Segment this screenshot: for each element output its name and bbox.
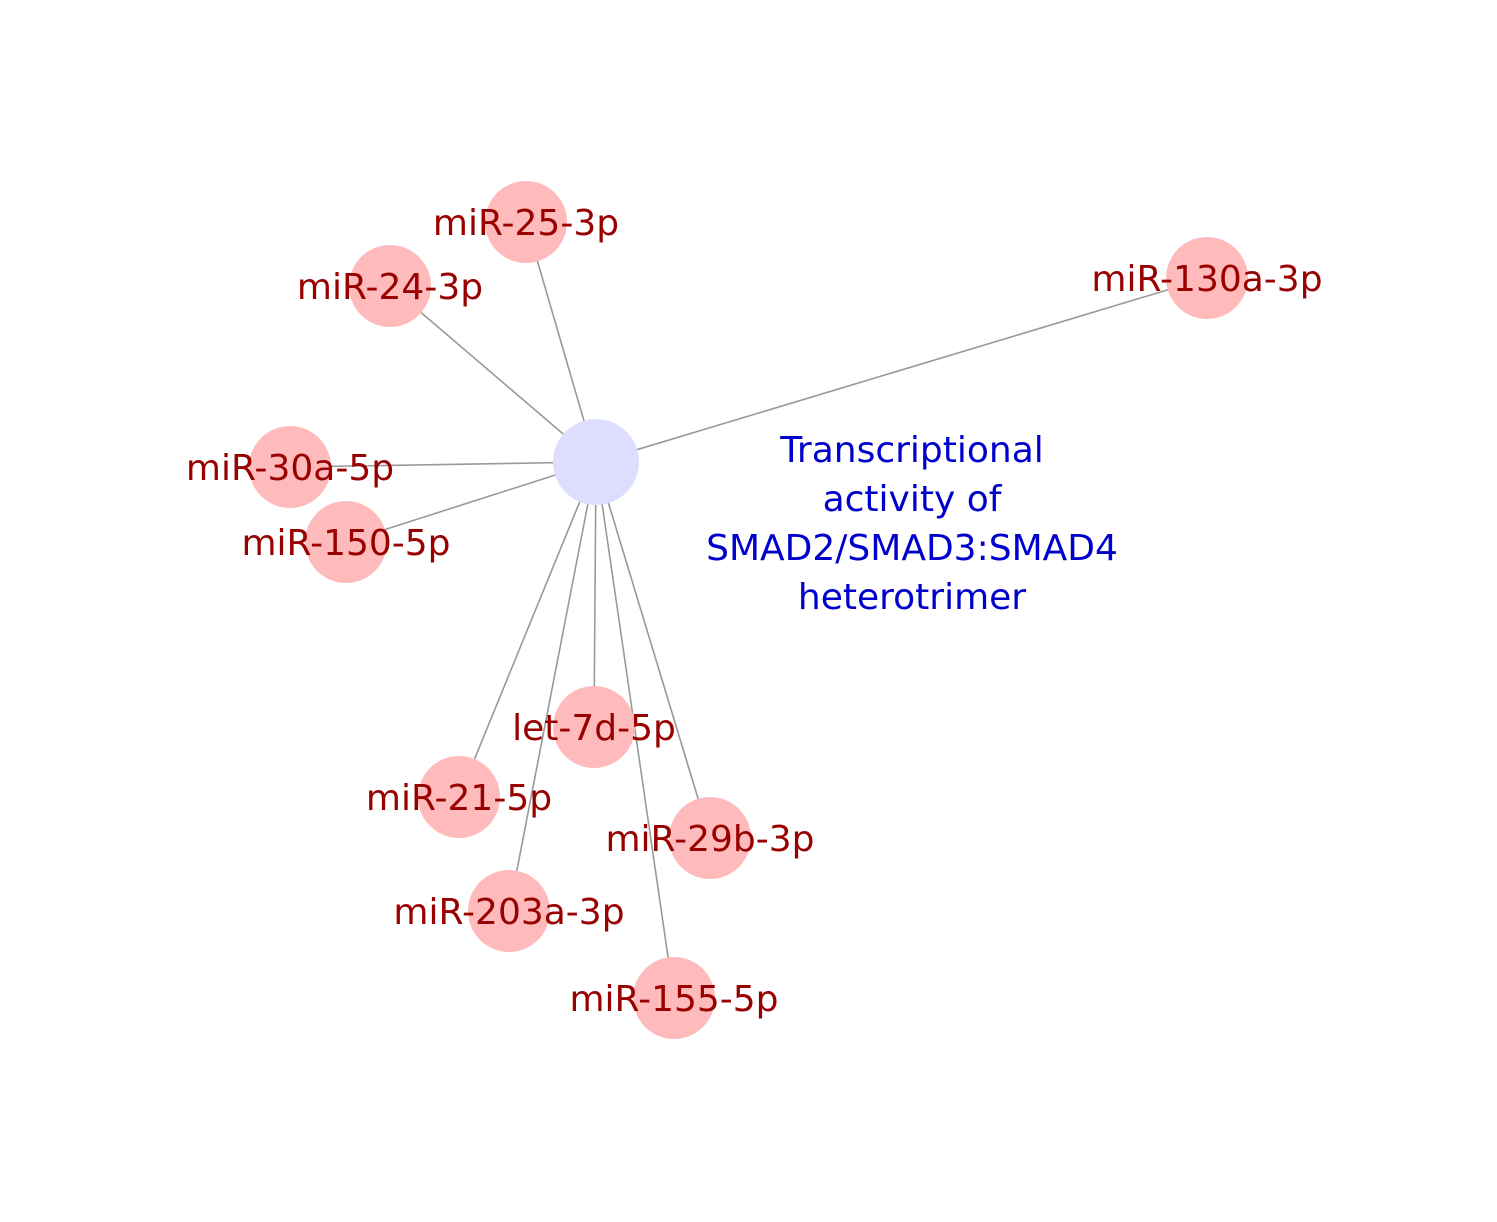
node-miR-30a-5p[interactable] — [249, 426, 331, 508]
node-miR-25-3p[interactable] — [485, 181, 567, 263]
node-miR-150-5p[interactable] — [305, 501, 387, 583]
nodes-layer — [249, 181, 1248, 1039]
hub-node[interactable] — [553, 419, 639, 505]
edge-miR-30a-5p — [289, 461, 597, 468]
node-miR-21-5p[interactable] — [418, 756, 500, 838]
edge-miR-21-5p — [458, 461, 597, 798]
label-miR-21-5p: miR-21-5p — [366, 778, 552, 819]
hub-label-line: Transcriptional — [779, 430, 1044, 471]
edge-miR-150-5p — [345, 461, 597, 543]
edge-miR-24-3p — [389, 285, 597, 463]
labels-layer: miR-25-3p miR-24-3p miR-130a-3p miR-30a-5p m… — [186, 203, 1323, 1020]
edge-miR-130a-3p — [595, 277, 1208, 463]
node-miR-24-3p[interactable] — [349, 245, 431, 327]
edges-layer — [289, 221, 1208, 999]
edge-miR-155-5p — [595, 461, 675, 999]
node-miR-29b-3p[interactable] — [669, 797, 751, 879]
edge-miR-203a-3p — [508, 461, 597, 912]
hub-label-line: activity of — [823, 479, 1003, 520]
label-let-7d-5p: let-7d-5p — [512, 708, 676, 749]
edge-let-7d-5p — [593, 461, 597, 728]
label-miR-203a-3p: miR-203a-3p — [393, 892, 624, 933]
label-miR-25-3p: miR-25-3p — [433, 203, 619, 244]
node-miR-155-5p[interactable] — [633, 957, 715, 1039]
hub-label-line: heterotrimer — [798, 577, 1026, 618]
label-miR-130a-3p: miR-130a-3p — [1091, 259, 1322, 300]
edge-miR-29b-3p — [595, 461, 711, 839]
label-miR-30a-5p: miR-30a-5p — [186, 448, 394, 489]
label-miR-29b-3p: miR-29b-3p — [605, 819, 814, 860]
label-miR-24-3p: miR-24-3p — [297, 267, 483, 308]
node-miR-203a-3p[interactable] — [468, 870, 550, 952]
label-miR-150-5p: miR-150-5p — [241, 523, 450, 564]
label-miR-155-5p: miR-155-5p — [569, 979, 778, 1020]
hub-label-line: SMAD2/SMAD3:SMAD4 — [706, 528, 1118, 569]
node-miR-130a-3p[interactable] — [1166, 237, 1248, 319]
hub-label: Transcriptional activity of SMAD2/SMAD3:SM… — [706, 430, 1118, 618]
node-let-7d-5p[interactable] — [553, 686, 635, 768]
